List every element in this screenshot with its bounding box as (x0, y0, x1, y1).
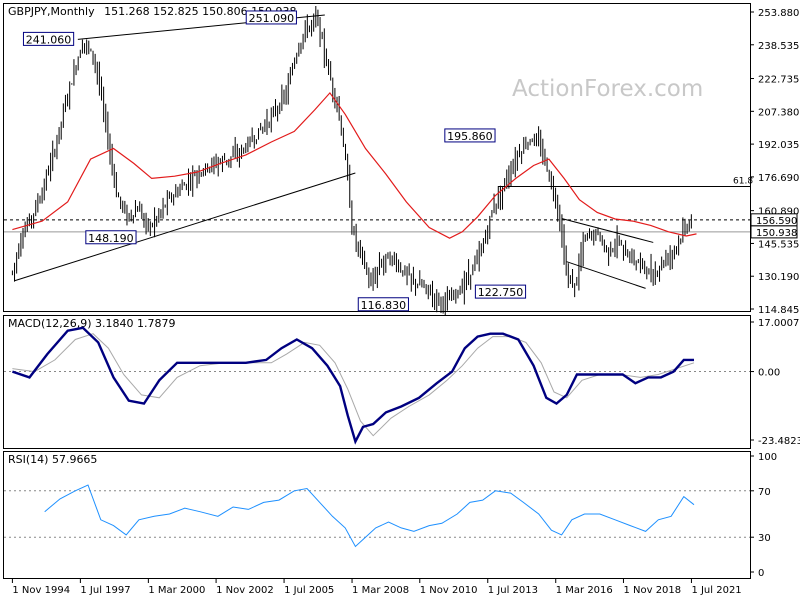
label-122-750: 122.750 (478, 286, 524, 299)
price-axis-label: 145.535 (758, 239, 799, 250)
label-116-830: 116.830 (361, 299, 407, 312)
rsi-line (44, 484, 695, 548)
date-axis-label: 1 Jul 2013 (488, 585, 538, 596)
date-axis-label: 1 Nov 2018 (623, 585, 681, 596)
moving-average-line (12, 91, 697, 239)
date-axis-label: 1 Nov 2002 (216, 585, 274, 596)
long-term-support-trendline (14, 172, 356, 282)
rsi-axis-label: 100 (758, 452, 777, 463)
label-241-060-box (22, 31, 75, 46)
rsi-header: RSI(14) 57.9665 (8, 453, 97, 466)
macd-signal-line (12, 333, 695, 437)
date-axis-label: 1 Mar 2008 (352, 585, 409, 596)
rsi-axis-label: 70 (758, 487, 771, 498)
rsi-panel-frame (3, 451, 751, 579)
macd-plot (12, 326, 695, 445)
falling-trendline-lower (566, 261, 646, 289)
falling-trendline-upper (561, 218, 654, 243)
price-axis-label: 238.535 (758, 41, 799, 52)
flag-156-590: 156.590 (756, 216, 797, 227)
macd-axis-label: 0.00 (758, 368, 780, 379)
date-axis-label: 1 Jul 1997 (80, 585, 130, 596)
macd-header: MACD(12,26,9) 3.1840 1.7879 (8, 317, 176, 330)
label-195-860-box (444, 128, 496, 143)
price-plot (11, 5, 697, 316)
date-axis-label: 1 Nov 2010 (420, 585, 478, 596)
price-axis-label: 222.735 (758, 75, 799, 86)
date-axis-label: 1 Mar 2016 (556, 585, 613, 596)
label-195-860: 195.860 (447, 130, 493, 143)
label-241-060: 241.060 (26, 33, 72, 46)
date-axis-label: 1 Jul 2021 (691, 585, 741, 596)
label-148-190-box (85, 230, 137, 245)
label-251-090: 251.090 (249, 12, 295, 25)
date-axis-label: 1 Jul 2005 (284, 585, 334, 596)
label-251-090-box (245, 10, 297, 25)
price-axis-label: 253.880 (758, 8, 799, 19)
label-148-190: 148.190 (88, 232, 134, 245)
price-axis-label: 207.380 (758, 107, 799, 118)
macd-main-line (12, 326, 694, 445)
price-axis-label: 114.845 (758, 305, 799, 316)
label-116-830-box (357, 297, 409, 312)
annotation-layer: 241.060 251.090 148.190 116.830 195.860 122.7… (22, 10, 798, 312)
rsi-plot (44, 484, 695, 548)
date-axis-label: 1 Mar 2000 (148, 585, 205, 596)
price-axis-label: 192.035 (758, 140, 799, 151)
axes-layer: 253.880 238.535 222.735 207.380 192.035 176.6… (11, 8, 800, 596)
macd-panel-frame (3, 315, 751, 449)
flag-150-938-box (750, 225, 798, 239)
macd-axis-label: 17.0007 (758, 318, 799, 329)
date-axis-label: 1 Nov 1994 (12, 585, 70, 596)
label-122-750-box (474, 284, 527, 299)
macd-axis-label: -23.4823 (758, 436, 800, 447)
watermark: ActionForex.com (512, 76, 703, 102)
fibonacci-label: 61.8 (733, 176, 753, 186)
flag-150-938: 150.938 (756, 228, 797, 239)
price-axis-label: 130.190 (758, 272, 799, 283)
symbol-label: GBPJPY,Monthly (8, 5, 95, 18)
rsi-axis-label: 30 (758, 533, 771, 544)
main-panel-frame (3, 3, 751, 312)
rsi-axis-label: 0 (758, 568, 764, 579)
price-axis-label: 176.690 (758, 173, 799, 184)
price-axis-label: 160.890 (758, 207, 799, 218)
